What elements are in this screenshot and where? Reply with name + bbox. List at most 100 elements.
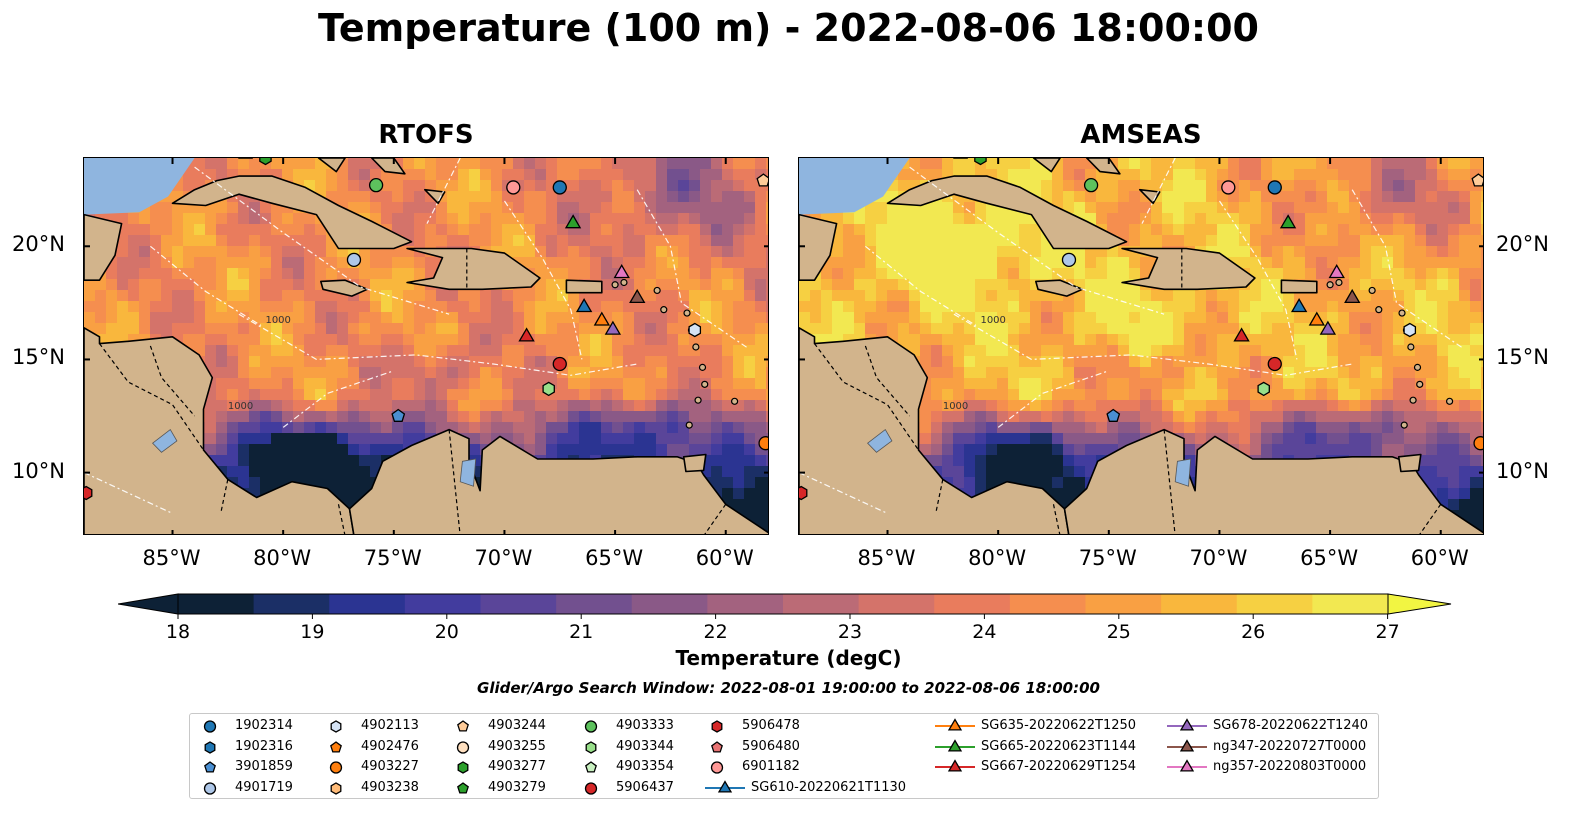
legend-marker-ng357-20220803T0000[interactable] — [1179, 759, 1195, 772]
colorbar-segment — [480, 594, 557, 614]
marker-4903227[interactable] — [1473, 436, 1484, 451]
marker-SG678-20220622T1240[interactable] — [1319, 320, 1337, 335]
legend-marker-4903277[interactable] — [457, 761, 469, 774]
marker-4901719[interactable] — [1061, 252, 1077, 268]
marker-ng357-20220803T0000[interactable] — [613, 264, 630, 279]
lon-tick-label: 75°W — [363, 546, 422, 570]
marker-SG610-20220621T1130[interactable] — [575, 298, 593, 313]
marker-3901859[interactable] — [391, 408, 406, 422]
legend-marker-4903244[interactable] — [457, 720, 469, 732]
marker-4903333[interactable] — [1083, 178, 1099, 193]
lon-tick-label: 65°W — [585, 546, 644, 570]
marker-4903333[interactable] — [368, 178, 384, 193]
marker-SG678-20220622T1240[interactable] — [604, 320, 622, 335]
island — [1409, 396, 1417, 404]
marker-4902113[interactable] — [1403, 322, 1417, 338]
lake — [866, 429, 893, 453]
land-bahama1 — [317, 158, 346, 173]
marker-4903244[interactable] — [1471, 173, 1484, 187]
marker-5906437[interactable] — [1267, 356, 1282, 372]
marker-4903344[interactable] — [1257, 381, 1270, 397]
marker-SG610-20220621T1130[interactable] — [1290, 298, 1308, 313]
legend-marker-5906437[interactable] — [584, 781, 598, 795]
legend-label: SG667-20220629T1254 — [981, 759, 1137, 774]
legend-marker-4903255[interactable] — [456, 740, 470, 754]
legend-marker-SG665-20220623T1144[interactable] — [947, 738, 963, 752]
marker-SG667-20220629T1254[interactable] — [518, 327, 535, 342]
marker-SG667-20220629T1254[interactable] — [1233, 327, 1250, 342]
island — [1407, 343, 1415, 351]
lat-tick-label-left: 20°N — [12, 232, 65, 257]
legend-marker-3901859[interactable] — [204, 761, 216, 773]
legend-marker-4903344[interactable] — [585, 740, 597, 754]
land-puertorico — [1280, 279, 1318, 294]
marker-SG635-20220622T1250[interactable] — [1308, 311, 1326, 326]
land-bahama3 — [423, 188, 446, 205]
legend-marker-SG635-20220622T1250[interactable] — [947, 718, 963, 731]
marker-ng347-20220727T0000[interactable] — [629, 288, 646, 304]
legend-marker-4903333[interactable] — [584, 720, 598, 733]
legend-label: 4903227 — [361, 759, 419, 774]
marker-4902113[interactable] — [688, 322, 702, 338]
marker-4901719[interactable] — [346, 252, 362, 268]
rtofs-map[interactable]: 1000 1000 — [83, 157, 769, 535]
colorbar-segment — [404, 594, 481, 614]
marker-4903277[interactable] — [259, 158, 272, 166]
marker-5906478[interactable] — [84, 485, 93, 501]
legend-marker-6901182[interactable] — [710, 761, 724, 774]
marker-6901182[interactable] — [506, 180, 521, 195]
colorbar-tick-label: 25 — [1107, 621, 1131, 643]
legend-marker-4903227[interactable] — [329, 761, 343, 774]
island — [653, 286, 661, 295]
legend-marker-4901719[interactable] — [203, 781, 217, 795]
eez-boundary — [194, 166, 450, 315]
legend-marker-ng347-20220727T0000[interactable] — [1179, 738, 1195, 752]
colorbar-tick-label: 26 — [1241, 621, 1265, 643]
eez-boundary — [997, 370, 1109, 428]
legend-marker-4903354[interactable] — [585, 761, 597, 773]
amseas-map[interactable]: 1000 1000 — [798, 157, 1484, 535]
legend-marker-SG678-20220622T1240[interactable] — [1179, 718, 1195, 731]
legend-marker-4902113[interactable] — [330, 720, 342, 733]
island — [620, 278, 628, 287]
legend-marker-5906480[interactable] — [711, 740, 723, 753]
island — [1368, 286, 1376, 295]
legend-marker-5906478[interactable] — [711, 720, 723, 733]
island — [660, 306, 668, 314]
marker-4903227[interactable] — [758, 436, 769, 451]
colorbar-segment — [556, 594, 633, 614]
marker-1902314[interactable] — [552, 180, 567, 195]
marker-1902314[interactable] — [1267, 180, 1282, 195]
marker-6901182[interactable] — [1221, 180, 1236, 195]
eez-boundary — [636, 189, 749, 349]
legend-marker-4903238[interactable] — [330, 781, 342, 795]
country-border — [99, 343, 204, 451]
eez-boundary — [282, 370, 394, 428]
legend-marker-SG610-20220621T1130[interactable] — [717, 779, 733, 793]
legend-label: SG665-20220623T1144 — [981, 738, 1137, 754]
marker-ng357-20220803T0000[interactable] — [1328, 264, 1345, 279]
legend-label: 1902316 — [235, 738, 293, 754]
marker-ng347-20220727T0000[interactable] — [1344, 288, 1361, 304]
legend-marker-1902316[interactable] — [204, 740, 216, 754]
marker-3901859[interactable] — [1106, 408, 1121, 422]
marker-5906437[interactable] — [552, 356, 567, 372]
legend-marker-4903279[interactable] — [457, 781, 469, 794]
marker-SG635-20220622T1250[interactable] — [593, 311, 611, 326]
island — [1398, 309, 1406, 317]
marker-4903244[interactable] — [756, 173, 769, 187]
lon-tick-label: 65°W — [1300, 546, 1359, 570]
legend-label: SG635-20220622T1250 — [981, 718, 1137, 733]
marker-4903344[interactable] — [542, 381, 555, 397]
legend-marker-1902314[interactable] — [203, 720, 217, 733]
legend-label: 1902314 — [235, 718, 293, 733]
eez-boundary — [1219, 200, 1298, 360]
legend-marker-4902476[interactable] — [330, 740, 342, 753]
lat-tick-label-right: 15°N — [1496, 345, 1549, 370]
marker-5906478[interactable] — [799, 485, 808, 501]
marker-SG665-20220623T1144[interactable] — [1279, 214, 1297, 229]
lat-tick-label-right: 20°N — [1496, 232, 1549, 257]
marker-4903277[interactable] — [974, 158, 987, 166]
legend-marker-SG667-20220629T1254[interactable] — [947, 759, 963, 772]
marker-SG665-20220623T1144[interactable] — [564, 214, 582, 229]
